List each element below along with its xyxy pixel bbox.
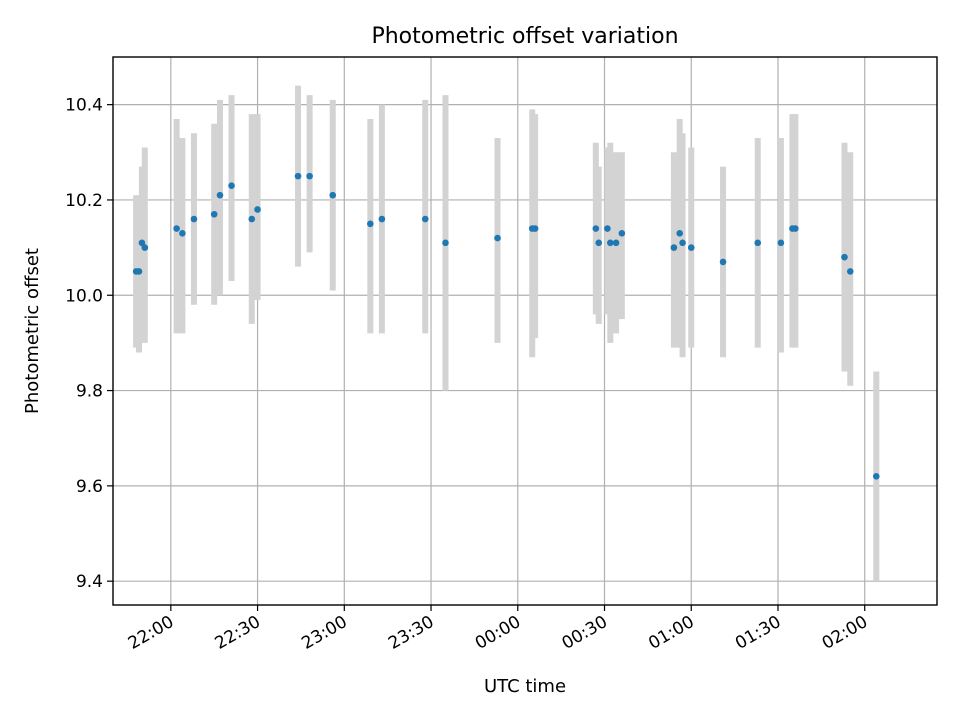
data-points — [132, 172, 880, 480]
data-point — [179, 230, 186, 237]
data-point — [754, 239, 762, 247]
data-point — [254, 206, 261, 213]
data-point — [531, 225, 539, 232]
data-point — [294, 172, 302, 180]
plot-frame — [112, 56, 938, 606]
data-point — [228, 182, 235, 189]
data-point — [872, 473, 880, 480]
data-point — [378, 215, 386, 223]
data-point — [612, 239, 620, 247]
y-tick-label: 9.4 — [76, 572, 103, 592]
data-point — [592, 225, 600, 232]
y-tick-label: 10.0 — [65, 286, 103, 306]
data-point — [135, 268, 143, 275]
data-point — [190, 215, 198, 223]
data-point — [442, 239, 449, 247]
data-point — [618, 230, 626, 237]
data-point — [329, 191, 337, 199]
data-point — [595, 239, 603, 247]
data-point — [777, 239, 785, 247]
data-point — [679, 239, 686, 247]
x-axis-label: UTC time — [484, 676, 566, 697]
data-point — [248, 215, 256, 223]
data-point — [687, 244, 695, 251]
data-point — [841, 253, 848, 261]
data-point — [306, 172, 313, 180]
data-point — [792, 225, 799, 232]
data-point — [604, 225, 611, 232]
y-axis-label: Photometric offset — [22, 248, 43, 414]
data-point — [494, 234, 501, 242]
data-point — [719, 258, 727, 266]
data-point — [670, 244, 678, 251]
data-point — [606, 239, 614, 247]
y-tick-label: 9.6 — [76, 477, 103, 497]
data-point — [138, 239, 146, 247]
data-point — [210, 210, 218, 218]
data-point — [846, 268, 854, 275]
data-point — [141, 244, 149, 251]
data-point — [216, 191, 224, 199]
data-point — [367, 220, 374, 228]
y-tick-label: 10.2 — [65, 191, 103, 211]
data-point — [173, 225, 180, 232]
y-tick-label: 10.4 — [65, 96, 103, 116]
data-point — [676, 230, 683, 237]
y-tick-label: 9.8 — [76, 382, 103, 402]
data-point — [421, 215, 429, 223]
chart-title: Photometric offset variation — [371, 24, 678, 49]
